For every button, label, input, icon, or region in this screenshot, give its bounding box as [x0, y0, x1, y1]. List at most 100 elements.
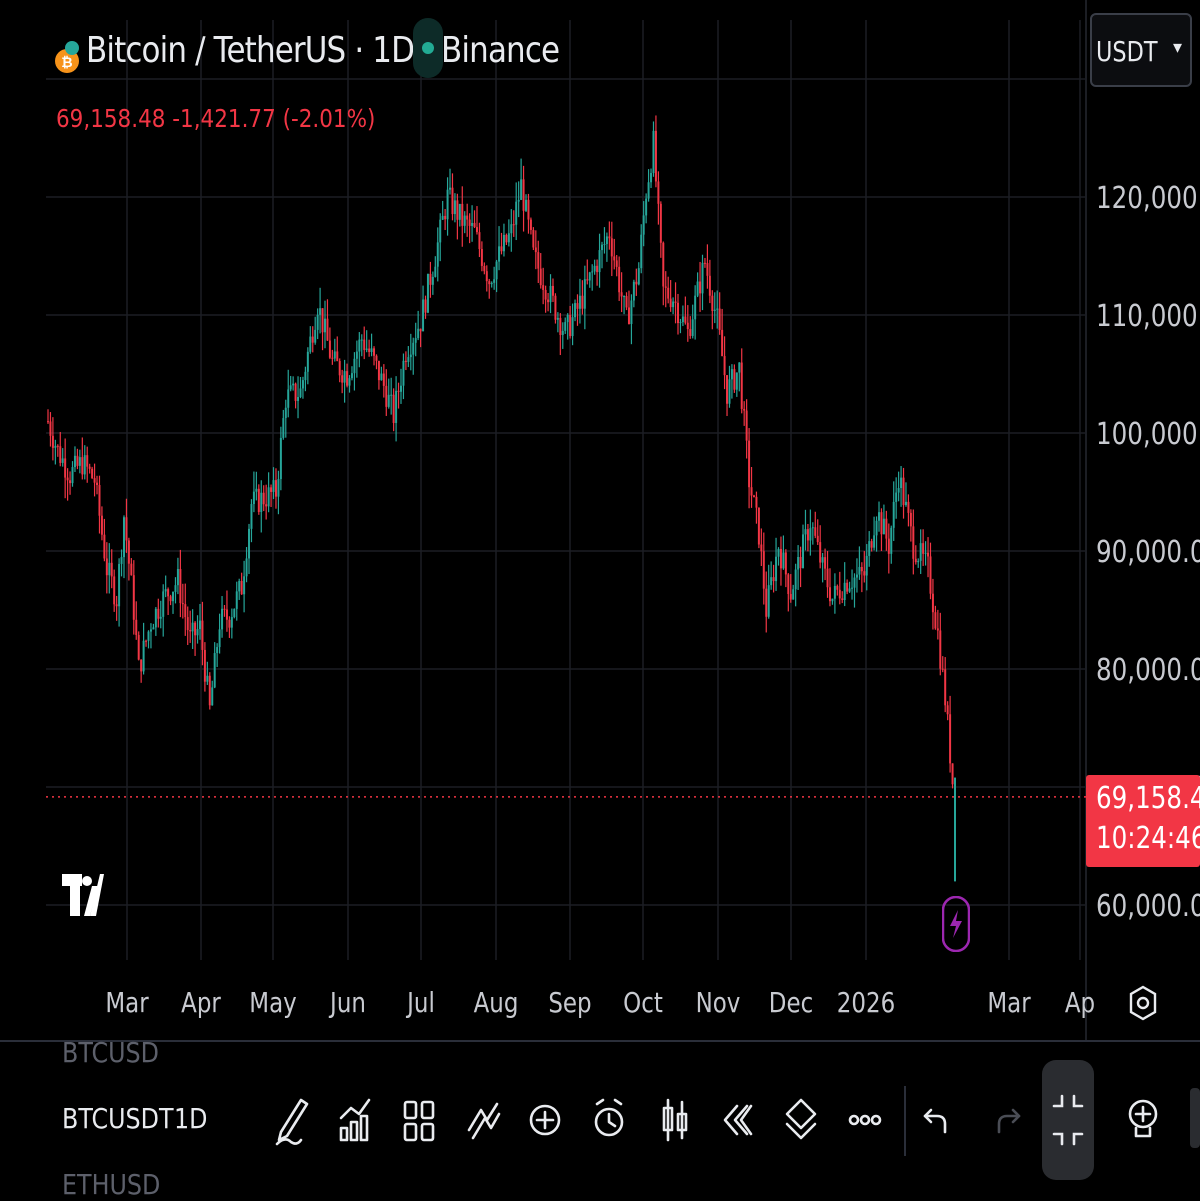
candle-body	[728, 379, 731, 404]
candle-body	[750, 487, 753, 496]
candle-body	[132, 575, 135, 620]
layers-icon[interactable]	[772, 1086, 830, 1154]
symbol-title[interactable]: Bitcoin / TetherUS · 1D · Binance	[86, 30, 560, 71]
lightning-icon[interactable]	[941, 895, 971, 956]
candle-body	[100, 515, 103, 535]
candle-body	[458, 203, 461, 220]
candle-body	[451, 187, 454, 215]
candle-body	[498, 246, 501, 262]
candle-body	[608, 236, 611, 239]
candle-body	[135, 619, 138, 635]
candle-body	[262, 492, 265, 505]
candle-body	[56, 445, 59, 447]
redo-icon[interactable]	[976, 1086, 1034, 1154]
candle-body	[632, 281, 635, 301]
candle-body	[461, 203, 464, 226]
indicators-icon[interactable]	[326, 1086, 384, 1154]
tradingview-logo[interactable]	[60, 872, 104, 922]
price-axis-label: 90,000.00	[1096, 536, 1200, 570]
candle-body	[255, 488, 258, 492]
candle-body	[941, 668, 944, 670]
candle-body	[463, 215, 466, 226]
candle-body	[468, 219, 471, 226]
interval-selector[interactable]: 1D	[174, 1102, 208, 1135]
candle-body	[701, 262, 704, 294]
candle-body	[120, 557, 123, 564]
candle-body	[578, 295, 581, 309]
symbol-selector[interactable]: BTCUSDT	[62, 1102, 174, 1135]
candle-body	[331, 357, 334, 359]
hexagon-settings-icon[interactable]	[1128, 985, 1158, 1025]
candle-body	[500, 246, 503, 252]
candle-body	[390, 394, 393, 396]
candle-body	[436, 242, 439, 267]
candle-body	[907, 501, 910, 513]
candle-body	[505, 234, 508, 243]
candle-body	[951, 763, 954, 785]
candle-body	[806, 529, 809, 541]
candle-body	[243, 576, 246, 595]
bulb-plus-icon[interactable]	[1114, 1086, 1172, 1154]
candle-body	[294, 383, 297, 401]
candle-body	[853, 577, 856, 588]
candle-body	[917, 560, 920, 563]
undo-icon[interactable]	[910, 1086, 968, 1154]
candle-body	[145, 640, 148, 642]
candle-body	[456, 200, 459, 220]
replay-icon[interactable]	[708, 1086, 766, 1154]
price-axis-label: 120,000.00	[1096, 182, 1200, 216]
candle-body	[601, 244, 604, 251]
time-axis-label: Mar	[987, 987, 1031, 1020]
alarm-icon[interactable]	[580, 1086, 638, 1154]
candle-body	[444, 215, 447, 220]
candle-body	[936, 628, 939, 631]
time-axis-label: Jun	[328, 987, 366, 1020]
candle-body	[826, 568, 829, 588]
candle-body	[385, 385, 388, 407]
candle-body	[279, 437, 282, 480]
toolbar-divider	[0, 1040, 1200, 1042]
price-chart[interactable]: 120,000.00 110,000.00 100,000.00 90,000.00 8…	[0, 0, 1200, 1040]
candle-body	[213, 653, 216, 688]
time-axis[interactable]: Mar Apr May Jun Jul Aug Sep Oct Nov Dec 2026 Mar Ap	[105, 987, 1095, 1020]
scrollbar[interactable]	[1190, 1088, 1200, 1148]
candle-body	[333, 351, 336, 359]
candle-body	[81, 457, 84, 475]
add-icon[interactable]	[516, 1086, 574, 1154]
candle-body	[446, 189, 449, 220]
candle-body	[184, 604, 187, 618]
candle-body	[836, 585, 839, 590]
candle-body	[637, 268, 640, 285]
grid-layout-icon[interactable]	[390, 1086, 448, 1154]
candle-body	[946, 705, 949, 715]
chart-tools-icon[interactable]	[454, 1086, 512, 1154]
candlestick-series	[47, 115, 956, 882]
collapse-icon[interactable]	[1042, 1060, 1094, 1180]
symbol-list-next[interactable]: ETHUSD	[62, 1168, 161, 1201]
candle-body	[726, 375, 729, 404]
candles-icon[interactable]	[646, 1086, 704, 1154]
candle-body	[98, 485, 101, 516]
candle-body	[740, 362, 743, 409]
candle-body	[755, 496, 758, 508]
time-axis-label: Ap	[1065, 987, 1095, 1020]
candle-body	[191, 622, 194, 632]
candle-body	[392, 394, 395, 423]
candle-body	[373, 348, 376, 356]
time-axis-label: Oct	[623, 987, 663, 1020]
symbol-list-prev[interactable]: BTCUSD	[62, 1036, 159, 1069]
candle-body	[488, 281, 491, 285]
candle-body	[694, 295, 697, 320]
candle-body	[314, 329, 317, 343]
candle-body	[510, 224, 513, 234]
currency-select[interactable]: USDT ▾	[1090, 13, 1192, 87]
candle-body	[809, 528, 812, 541]
candle-body	[738, 362, 741, 373]
pencil-icon[interactable]	[262, 1086, 320, 1154]
bar-countdown: 10:24:46	[1096, 821, 1200, 856]
candle-body	[787, 574, 790, 595]
market-status-icon[interactable]	[413, 18, 443, 78]
more-icon[interactable]	[836, 1086, 894, 1154]
candle-body	[559, 317, 562, 335]
candle-body	[343, 371, 346, 383]
